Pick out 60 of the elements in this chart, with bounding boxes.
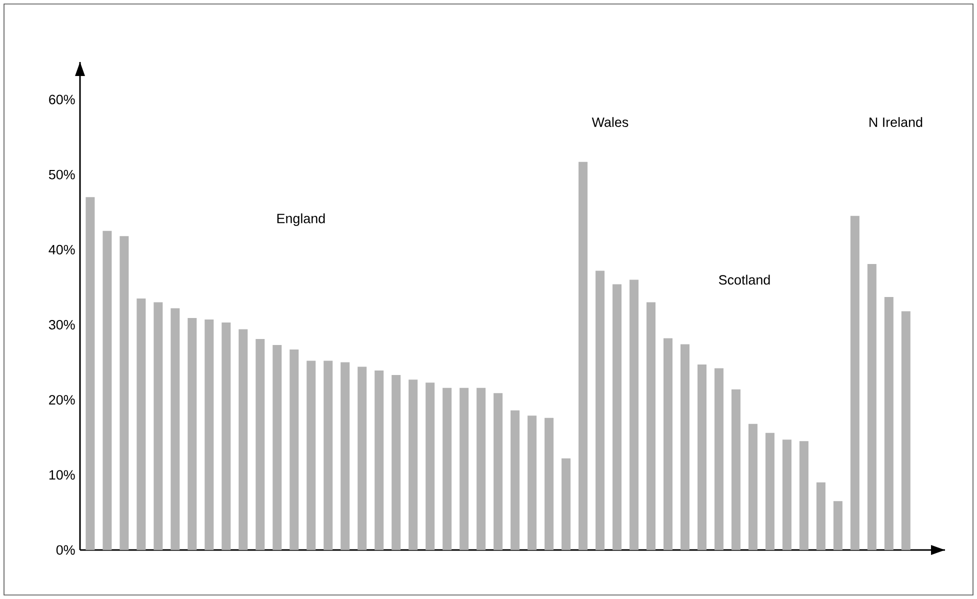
bar — [901, 311, 910, 550]
bar — [884, 296, 894, 550]
annotation: N Ireland — [870, 117, 922, 127]
bar — [154, 302, 163, 550]
y-tick-label: 40% — [48, 244, 75, 254]
bar — [290, 350, 299, 550]
bar — [188, 318, 197, 550]
bar — [426, 382, 435, 550]
bar — [680, 344, 690, 550]
bar — [578, 162, 588, 550]
bar — [646, 302, 656, 550]
bar — [358, 366, 367, 550]
bar — [782, 440, 792, 550]
bar — [408, 380, 418, 550]
bar — [340, 362, 350, 550]
bar — [697, 364, 706, 550]
bar — [833, 501, 842, 550]
bar — [120, 236, 129, 550]
bar — [392, 375, 401, 550]
bar — [442, 388, 452, 550]
bar — [170, 308, 180, 550]
bar — [324, 360, 333, 550]
bar — [476, 388, 486, 550]
bar — [306, 360, 316, 550]
y-tick-label: 0% — [56, 545, 75, 555]
bar — [596, 270, 605, 550]
bar — [460, 388, 469, 550]
bar — [816, 482, 826, 550]
bar — [664, 338, 673, 550]
bar — [630, 280, 639, 550]
bar — [102, 230, 112, 550]
y-tick-label: 30% — [48, 320, 75, 330]
bar — [544, 418, 554, 550]
y-tick-label: 10% — [49, 470, 75, 480]
bar — [748, 424, 758, 550]
bar — [731, 389, 740, 550]
bar — [256, 339, 265, 550]
annotation: Scotland — [718, 274, 770, 285]
bar — [136, 298, 146, 550]
bar — [867, 264, 876, 550]
bar — [799, 441, 808, 550]
bar — [562, 458, 571, 550]
annotation: Wales — [592, 117, 628, 127]
bar — [765, 432, 774, 550]
y-tick-label: 50% — [48, 170, 75, 180]
bar — [612, 284, 622, 550]
bar — [714, 368, 724, 550]
bar — [204, 320, 214, 550]
bar — [494, 393, 503, 550]
annotation: England — [277, 213, 325, 226]
bar — [222, 322, 231, 550]
bar — [374, 370, 384, 550]
bar — [510, 410, 520, 550]
y-tick-label: 60% — [49, 94, 75, 104]
bar — [86, 197, 95, 550]
bar — [528, 416, 537, 550]
bar — [272, 345, 282, 550]
bar — [238, 329, 248, 550]
bar — [850, 216, 860, 550]
y-tick-label: 20% — [49, 395, 75, 405]
